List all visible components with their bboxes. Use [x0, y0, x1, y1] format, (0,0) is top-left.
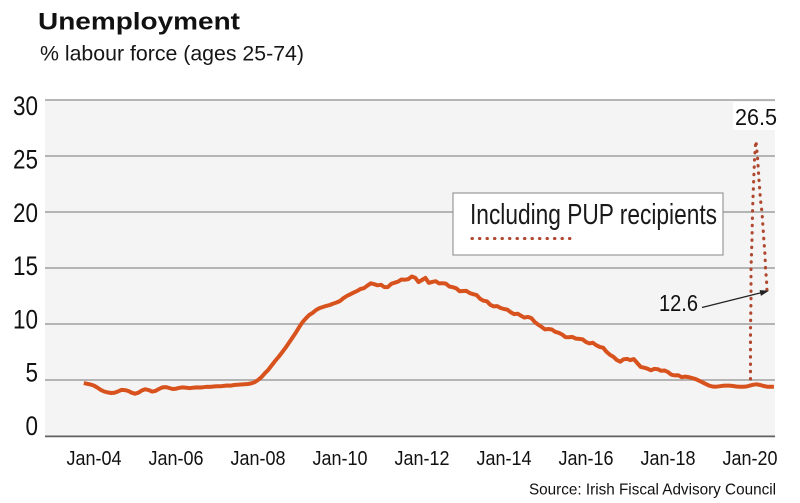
svg-text:30: 30: [13, 91, 38, 121]
svg-text:% labour force (ages 25-74): % labour force (ages 25-74): [40, 42, 304, 66]
svg-text:Unemployment: Unemployment: [38, 9, 240, 36]
svg-text:25: 25: [13, 145, 38, 175]
svg-text:10: 10: [13, 304, 38, 334]
svg-text:Jan-10: Jan-10: [313, 447, 368, 470]
svg-text:Jan-04: Jan-04: [67, 447, 122, 470]
svg-text:15: 15: [13, 251, 38, 281]
svg-text:Jan-08: Jan-08: [231, 447, 286, 470]
svg-text:26.5: 26.5: [735, 104, 777, 130]
svg-text:20: 20: [13, 198, 38, 228]
svg-text:Jan-12: Jan-12: [395, 447, 450, 470]
svg-text:Jan-14: Jan-14: [477, 447, 532, 470]
svg-text:0: 0: [26, 411, 39, 441]
svg-text:Source: Irish Fiscal Advisory: Source: Irish Fiscal Advisory Council: [529, 482, 776, 499]
svg-text:Jan-18: Jan-18: [641, 447, 696, 470]
svg-text:Including PUP recipients: Including PUP recipients: [470, 199, 717, 231]
svg-text:Jan-20: Jan-20: [723, 447, 778, 470]
svg-text:12.6: 12.6: [659, 290, 698, 316]
svg-text:5: 5: [26, 358, 39, 388]
svg-text:Jan-16: Jan-16: [559, 447, 614, 470]
svg-text:Jan-06: Jan-06: [149, 447, 204, 470]
